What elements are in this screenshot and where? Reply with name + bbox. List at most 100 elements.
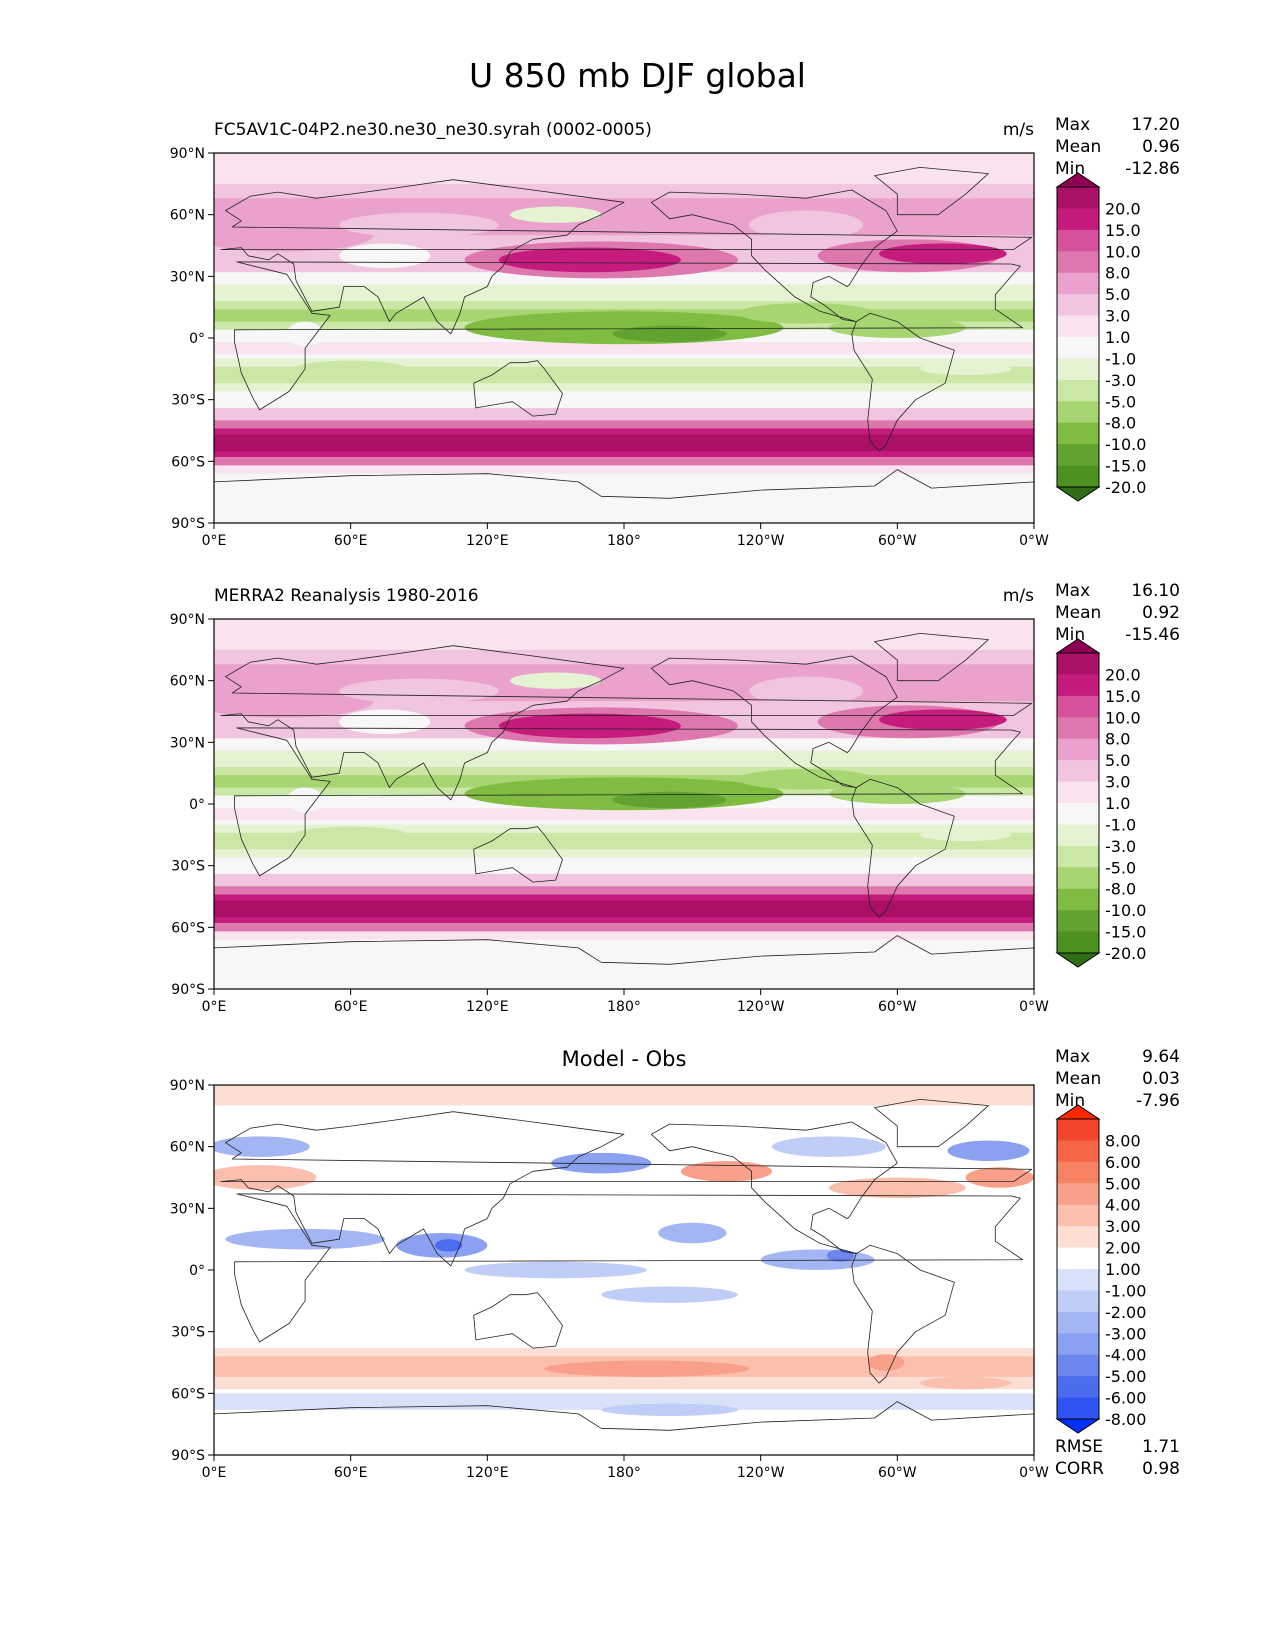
field-blob bbox=[920, 828, 1012, 841]
colorbar-label: 5.0 bbox=[1105, 751, 1130, 770]
coastline bbox=[214, 935, 1034, 989]
field-blob bbox=[339, 678, 499, 704]
colorbar-segment bbox=[1057, 824, 1099, 847]
colorbar-label: -1.00 bbox=[1105, 1281, 1146, 1300]
colorbar-label: 8.0 bbox=[1105, 730, 1130, 749]
colorbar-segment bbox=[1057, 1269, 1099, 1291]
lat-tick-label: 90°N bbox=[170, 1078, 205, 1094]
colorbar-label: -10.0 bbox=[1105, 435, 1146, 454]
field-blob bbox=[749, 210, 864, 240]
lon-tick-label: 180° bbox=[607, 1465, 641, 1481]
colorbar-segment bbox=[1057, 1140, 1099, 1163]
lon-tick-label: 0°W bbox=[1019, 999, 1049, 1015]
max-label: Max bbox=[1055, 581, 1091, 601]
lon-tick-label: 120°E bbox=[466, 999, 509, 1015]
colorbar-segment bbox=[1057, 444, 1099, 467]
lat-tick-label: 30°N bbox=[170, 1201, 205, 1217]
colorbar-label: -15.0 bbox=[1105, 457, 1146, 476]
rmse-value: 1.71 bbox=[1142, 1437, 1180, 1457]
lat-tick-label: 90°N bbox=[170, 146, 205, 162]
field-blob bbox=[293, 360, 408, 378]
colorbar-segment bbox=[1057, 1354, 1099, 1377]
colorbar-segment bbox=[1057, 422, 1099, 445]
field-blob bbox=[601, 1286, 738, 1303]
field-blob bbox=[510, 672, 602, 689]
colorbar-label: -6.00 bbox=[1105, 1389, 1146, 1408]
field-blob bbox=[464, 311, 784, 345]
lon-tick-label: 0°E bbox=[202, 999, 227, 1015]
colorbar-label: 5.00 bbox=[1105, 1174, 1141, 1193]
field-band bbox=[214, 420, 1034, 429]
coastline bbox=[874, 167, 989, 216]
lon-tick-label: 0°W bbox=[1019, 533, 1049, 549]
colorbar-segment bbox=[1057, 358, 1099, 381]
field-band bbox=[214, 873, 1034, 887]
field-blob bbox=[829, 1177, 966, 1199]
colorbar-segment bbox=[1057, 695, 1099, 718]
colorbar-label: 15.0 bbox=[1105, 221, 1141, 240]
colorbar-segment bbox=[1057, 272, 1099, 295]
lat-tick-label: 60°N bbox=[170, 674, 205, 690]
coastline bbox=[851, 1244, 955, 1384]
field-blob bbox=[737, 303, 875, 324]
colorbar-label: -3.0 bbox=[1105, 837, 1136, 856]
colorbar-segment bbox=[1057, 315, 1099, 338]
field-blob bbox=[680, 1161, 773, 1182]
lon-tick-label: 180° bbox=[607, 533, 641, 549]
lon-tick-label: 120°E bbox=[466, 1465, 509, 1481]
coastline bbox=[473, 360, 563, 417]
colorbar-label: -3.00 bbox=[1105, 1324, 1146, 1343]
lat-tick-label: 30°N bbox=[170, 269, 205, 285]
colorbar-segment bbox=[1057, 229, 1099, 252]
lat-tick-label: 0° bbox=[189, 1263, 205, 1279]
max-value: 17.20 bbox=[1131, 115, 1180, 135]
field-band bbox=[214, 465, 1034, 474]
colorbar-segment bbox=[1057, 845, 1099, 868]
colorbar-label: -4.00 bbox=[1105, 1346, 1146, 1365]
lat-tick-label: 90°N bbox=[170, 612, 205, 628]
colorbar-label: -20.0 bbox=[1105, 478, 1146, 497]
colorbar-segment bbox=[1057, 653, 1099, 675]
lon-tick-label: 120°W bbox=[737, 533, 785, 549]
colorbar-segment bbox=[1057, 867, 1099, 890]
colorbar-label: 4.00 bbox=[1105, 1196, 1141, 1215]
colorbar-label: 1.00 bbox=[1105, 1260, 1141, 1279]
colorbar-segment bbox=[1057, 1311, 1099, 1334]
field-band bbox=[214, 886, 1034, 895]
lon-tick-label: 60°W bbox=[878, 1465, 917, 1481]
colorbar-segment bbox=[1057, 1204, 1099, 1227]
lon-tick-label: 0°W bbox=[1019, 1465, 1049, 1481]
field-band bbox=[214, 923, 1034, 932]
colorbar-label: 2.00 bbox=[1105, 1239, 1141, 1258]
colorbar-label: 8.00 bbox=[1105, 1131, 1141, 1150]
field-blob bbox=[920, 362, 1012, 375]
units-label: m/s bbox=[1002, 120, 1034, 140]
colorbar-label: 6.00 bbox=[1105, 1153, 1141, 1172]
field-blob bbox=[965, 1167, 1034, 1188]
lon-tick-label: 180° bbox=[607, 999, 641, 1015]
colorbar-segment bbox=[1057, 781, 1099, 804]
lon-tick-label: 60°E bbox=[334, 533, 368, 549]
field-blob bbox=[920, 1376, 1012, 1390]
field-blob bbox=[947, 1140, 1030, 1162]
colorbar-segment bbox=[1057, 910, 1099, 933]
colorbar-segment bbox=[1057, 717, 1099, 740]
colorbar-label: -1.0 bbox=[1105, 815, 1136, 834]
lon-tick-label: 60°E bbox=[334, 1465, 368, 1481]
colorbar-label: -5.0 bbox=[1105, 392, 1136, 411]
coastline bbox=[851, 778, 955, 918]
field-band bbox=[214, 366, 1034, 384]
field-blob bbox=[214, 1165, 317, 1190]
min-value: -7.96 bbox=[1136, 1091, 1180, 1111]
lat-tick-label: 60°S bbox=[171, 454, 205, 470]
lat-tick-label: 90°S bbox=[171, 1448, 205, 1464]
coastline bbox=[214, 1401, 1034, 1455]
colorbar-segment bbox=[1057, 1119, 1099, 1141]
panel-obs: MERRA2 Reanalysis 1980-2016 m/s Max 16.1… bbox=[0, 581, 1275, 1043]
colorbar-segment bbox=[1057, 1247, 1099, 1270]
lat-tick-label: 0° bbox=[189, 797, 205, 813]
lat-tick-label: 60°N bbox=[170, 208, 205, 224]
colorbar-frame bbox=[1056, 1118, 1100, 1420]
colorbar-segment bbox=[1057, 1161, 1099, 1184]
colorbar-label: 20.0 bbox=[1105, 199, 1141, 218]
